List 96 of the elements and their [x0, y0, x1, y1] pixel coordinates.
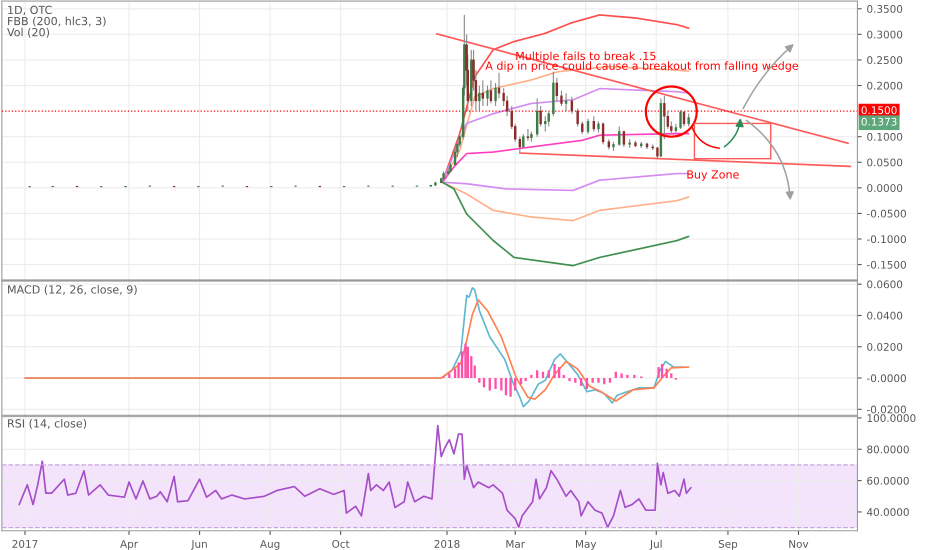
y-tick-label: 0.2500 [867, 56, 902, 64]
x-tick-label: Oct [332, 540, 350, 548]
x-tick-label: Sep [718, 540, 738, 550]
candlestick [656, 146, 659, 159]
chart-title: RSI (14, close) [8, 418, 86, 429]
bar [603, 378, 606, 384]
bar [614, 372, 617, 378]
candlestick [564, 92, 568, 112]
bar [548, 370, 550, 378]
x-tick-label: 2017 [12, 540, 38, 548]
bar [520, 378, 522, 384]
candlestick [679, 110, 682, 130]
y-tick-label: 0.1000 [867, 132, 902, 141]
annotation: Vol (20) [7, 28, 50, 38]
x-tick-label: Jun [190, 540, 207, 550]
line-series [24, 299, 690, 402]
candlestick [560, 90, 563, 107]
y-tick-label: 0.0200 [867, 342, 902, 351]
x-tick-label: Apr [120, 540, 138, 550]
annotation: A dip in price could cause a breakout from falling wedge [485, 61, 798, 72]
candlestick [539, 105, 542, 128]
candlestick [478, 84, 481, 112]
bar [580, 378, 582, 386]
candlestick [663, 95, 666, 140]
candlestick [570, 96, 574, 114]
x-tick-label: Mar [506, 540, 526, 548]
ref-line-label: 0.1500 [862, 106, 897, 114]
candlestick [526, 128, 530, 142]
bar [562, 374, 565, 378]
bar [666, 368, 668, 378]
x-tick-label: 2018 [434, 540, 460, 548]
bar [448, 373, 450, 378]
bar [586, 378, 588, 389]
bar [488, 378, 491, 391]
candlestick [536, 98, 538, 138]
y-tick-label: -0.0200 [866, 406, 906, 414]
y-tick-label: 40.0000 [866, 508, 909, 516]
bar [500, 378, 502, 391]
candlestick [612, 141, 615, 152]
annotation: Buy Zone [687, 170, 739, 181]
x-tick-label: Aug [260, 540, 280, 550]
y-tick-label: 100.0000 [868, 414, 916, 422]
y-tick-label: -0.1500 [866, 260, 906, 269]
candlestick [486, 84, 489, 107]
y-tick-label: -0.1000 [866, 235, 906, 244]
bar [536, 370, 538, 378]
candlestick [518, 136, 522, 154]
y-tick-label: 0.3500 [867, 5, 902, 13]
y-tick-label: 60.0000 [867, 476, 909, 485]
candlestick [490, 80, 492, 104]
x-tick-label: May [576, 540, 596, 550]
candlestick [449, 162, 452, 174]
bar [633, 374, 636, 378]
bar [478, 378, 481, 383]
bar [466, 346, 469, 378]
bar [670, 373, 672, 378]
candlestick [586, 118, 590, 135]
candlestick [530, 131, 533, 142]
candlestick [597, 120, 600, 134]
y-tick-label: 0.0400 [867, 312, 902, 320]
candlestick [498, 72, 500, 99]
y-tick-label: 80.0000 [867, 445, 909, 454]
y-tick-label: 0.0000 [867, 184, 902, 192]
candlestick [548, 110, 550, 128]
chart-title: 1D, OTC [8, 6, 52, 16]
bar [514, 378, 516, 391]
candlestick [592, 116, 596, 132]
candlestick [506, 95, 508, 117]
x-tick-label: Jul [649, 540, 662, 550]
bar [558, 367, 560, 378]
candlestick [556, 77, 558, 102]
candlestick [454, 146, 456, 167]
y-tick-label: -0.0500 [866, 210, 906, 218]
bar [524, 378, 527, 382]
y-tick-label: 0.3000 [867, 30, 902, 38]
candlestick [622, 130, 626, 148]
candlestick [682, 110, 686, 128]
candlestick [608, 138, 610, 150]
candlestick [687, 113, 690, 128]
bar [592, 378, 594, 383]
annotation: FBB (200, hlc3, 3) [8, 16, 106, 27]
candlestick [602, 122, 604, 145]
y-tick-label: 0.0600 [867, 280, 902, 288]
candlestick [581, 120, 584, 135]
bar [626, 374, 629, 378]
bar [530, 374, 533, 378]
bar [574, 378, 576, 383]
y-tick-label: -0.0000 [866, 374, 906, 382]
y-tick-label: 0.0500 [867, 158, 902, 166]
y-tick-label: 0.2000 [867, 82, 902, 90]
candlestick [618, 126, 620, 146]
text: 0.1373 [862, 118, 896, 126]
chart-title: MACD (12, 26, close, 9) [8, 285, 137, 295]
candlestick [482, 80, 484, 107]
candlestick [576, 108, 579, 128]
x-tick-label: Nov [789, 540, 808, 548]
